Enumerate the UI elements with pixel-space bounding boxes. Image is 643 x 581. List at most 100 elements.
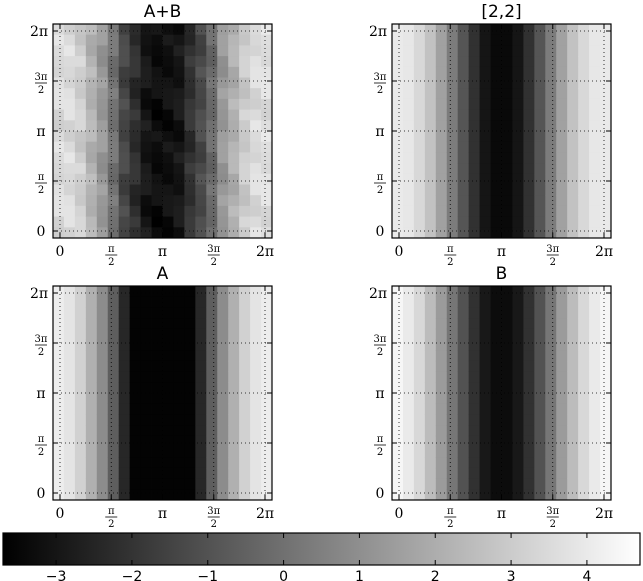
heatmap-cell — [239, 163, 251, 175]
heatmap-cell — [239, 77, 251, 89]
heatmap-cell — [392, 339, 404, 351]
heatmap-cell — [250, 205, 262, 217]
heatmap-cell — [162, 120, 174, 132]
heatmap-cell — [523, 195, 535, 207]
heatmap-cell — [162, 296, 174, 308]
heatmap-cell — [567, 227, 579, 239]
heatmap-cell — [490, 286, 502, 298]
heatmap-cell — [206, 296, 218, 308]
heatmap-cell — [534, 403, 546, 415]
heatmap-cell — [578, 152, 590, 164]
heatmap-cell — [74, 435, 87, 447]
heatmap-cell — [392, 109, 404, 121]
heatmap-cell — [184, 296, 196, 308]
heatmap-cell — [129, 109, 141, 121]
heatmap-cell — [578, 339, 590, 351]
heatmap-cell — [446, 328, 459, 340]
heatmap-cell — [151, 360, 163, 372]
heatmap-cell — [468, 66, 480, 78]
heatmap-cell — [556, 328, 568, 340]
heatmap-cell — [195, 414, 207, 426]
heatmap-cell — [217, 478, 229, 490]
heatmap-cell — [107, 205, 120, 217]
heatmap-cell — [457, 227, 470, 239]
heatmap-cell — [217, 34, 229, 46]
heatmap-cell — [85, 77, 98, 89]
heatmap-cell — [479, 371, 491, 383]
heatmap-cell — [217, 350, 229, 362]
heatmap-cell — [512, 184, 524, 196]
heatmap-cell — [239, 435, 251, 447]
heatmap-cell — [261, 328, 273, 340]
heatmap-cell — [435, 339, 448, 351]
heatmap-cell — [413, 489, 426, 501]
heatmap-cell — [402, 77, 415, 89]
heatmap-cell — [118, 425, 131, 437]
heatmap-cell — [195, 216, 207, 228]
heatmap-cell — [600, 56, 612, 68]
heatmap-cell — [162, 24, 174, 36]
heatmap-cell — [195, 360, 207, 372]
heatmap-cell — [600, 286, 612, 298]
heatmap-cell — [413, 131, 426, 143]
heatmap-cell — [195, 489, 207, 501]
heatmap-cell — [162, 286, 174, 298]
heatmap-cell — [490, 382, 502, 394]
heatmap-cell — [545, 360, 557, 372]
heatmap-cell — [173, 163, 185, 175]
heatmap-cell — [129, 360, 141, 372]
heatmap-cell — [402, 109, 415, 121]
heatmap-cell — [567, 45, 579, 57]
heatmap-cell — [151, 435, 163, 447]
heatmap-cell — [118, 328, 131, 340]
heatmap-cell — [140, 478, 152, 490]
heatmap-cell — [63, 446, 76, 458]
heatmap-cell — [228, 98, 240, 110]
heatmap-cell — [184, 205, 196, 217]
heatmap-cell — [53, 184, 65, 196]
heatmap-cell — [490, 414, 502, 426]
heatmap-cell — [402, 425, 415, 437]
heatmap-cell — [392, 425, 404, 437]
heatmap-cell — [457, 34, 470, 46]
heatmap-cell — [140, 34, 152, 46]
heatmap-cell — [184, 24, 196, 36]
heatmap-cell — [206, 339, 218, 351]
heatmap-cell — [556, 286, 568, 298]
heatmap-cell — [435, 467, 448, 479]
heatmap-cell — [53, 45, 65, 57]
heatmap-cell — [206, 56, 218, 68]
heatmap-cell — [501, 339, 513, 351]
heatmap-cell — [578, 478, 590, 490]
heatmap-cell — [96, 184, 109, 196]
heatmap-cell — [545, 227, 557, 239]
heatmap-cell — [446, 173, 459, 185]
heatmap-cell — [545, 56, 557, 68]
heatmap-cell — [107, 152, 120, 164]
heatmap-cell — [501, 307, 513, 319]
heatmap-cell — [468, 77, 480, 89]
heatmap-cell — [228, 141, 240, 153]
heatmap-cell — [184, 371, 196, 383]
heatmap-cell — [162, 489, 174, 501]
heatmap-cell — [446, 66, 459, 78]
heatmap-cell — [96, 328, 109, 340]
heatmap-cell — [534, 328, 546, 340]
heatmap-cell — [600, 45, 612, 57]
heatmap-cell — [556, 318, 568, 330]
heatmap-cell — [424, 227, 437, 239]
heatmap-cell — [424, 286, 437, 298]
heatmap-cell — [468, 216, 480, 228]
heatmap-cell — [228, 435, 240, 447]
heatmap-cell — [118, 98, 131, 110]
heatmap-cell — [578, 328, 590, 340]
heatmap-cell — [228, 350, 240, 362]
heatmap-cell — [589, 393, 601, 405]
heatmap-cell — [118, 24, 131, 36]
heatmap-cell — [261, 173, 273, 185]
heatmap-cell — [239, 318, 251, 330]
heatmap-cell — [195, 435, 207, 447]
heatmap-cell — [534, 467, 546, 479]
heatmap-cell — [435, 414, 448, 426]
